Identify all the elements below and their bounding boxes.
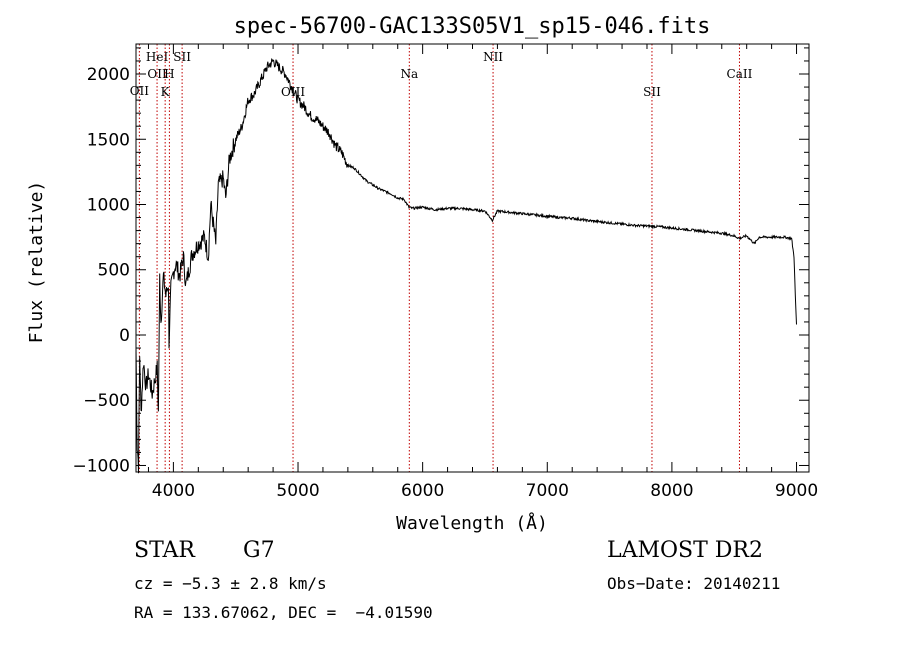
marker-label: K	[161, 85, 171, 99]
x-tick-label: 6000	[401, 481, 444, 501]
y-tick-label: 1500	[87, 130, 130, 150]
marker-label: CaII	[727, 67, 753, 81]
y-tick-label: −1000	[72, 456, 130, 476]
x-tick-label: 8000	[650, 481, 693, 501]
marker-label: OII	[130, 84, 150, 98]
x-tick-label: 9000	[775, 481, 818, 501]
object-subclass: G7	[243, 538, 275, 563]
marker-label: SII	[173, 50, 191, 64]
y-tick-label: −500	[83, 391, 130, 411]
x-tick-label: 4000	[152, 481, 195, 501]
marker-label: SII	[643, 85, 661, 99]
x-axis-label: Wavelength (Å)	[396, 512, 548, 534]
chart-title: spec-56700-GAC133S05V1_sp15-046.fits	[234, 14, 711, 39]
marker-label: Na	[400, 67, 418, 81]
marker-label: OII	[147, 67, 167, 81]
coordinates: RA = 133.67062, DEC = −4.01590	[134, 603, 433, 622]
axis-ticks: 4000 5000 6000 7000 8000 9000 −1000 −500 0 500 100…	[72, 44, 818, 501]
y-tick-label: 0	[119, 326, 130, 346]
y-axis-label: Flux (relative)	[26, 181, 47, 344]
x-tick-label: 7000	[526, 481, 569, 501]
observation-date: Obs−Date: 20140211	[607, 574, 781, 593]
marker-label: H	[164, 67, 174, 81]
plot-frame	[135, 43, 810, 473]
spectrum-line	[135, 58, 797, 474]
object-class: STAR	[134, 538, 195, 563]
y-tick-label: 500	[98, 261, 130, 281]
survey-name: LAMOST DR2	[607, 538, 763, 563]
y-tick-label: 2000	[87, 65, 130, 85]
redshift-cz: cz = −5.3 ± 2.8 km/s	[134, 574, 327, 593]
marker-label: HeI	[146, 50, 169, 64]
marker-label: NII	[483, 50, 503, 64]
y-tick-label: 1000	[87, 196, 130, 216]
x-tick-label: 5000	[276, 481, 319, 501]
spectrum-series-group	[135, 58, 797, 474]
